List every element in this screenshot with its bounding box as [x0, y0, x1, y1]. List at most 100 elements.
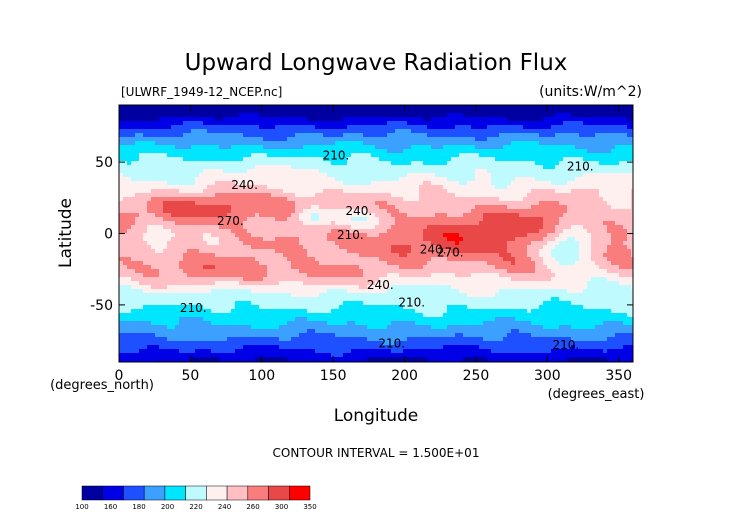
- field-cell: [123, 129, 128, 134]
- field-cell: [259, 133, 264, 138]
- field-cell: [187, 137, 192, 142]
- field-cell: [475, 181, 480, 186]
- field-cell: [363, 233, 368, 238]
- field-cell: [519, 109, 524, 114]
- field-cell: [339, 109, 344, 114]
- field-cell: [155, 257, 160, 262]
- field-cell: [435, 229, 440, 234]
- field-cell: [315, 193, 320, 198]
- field-cell: [439, 133, 444, 138]
- field-cell: [119, 197, 124, 202]
- field-cell: [255, 157, 260, 162]
- field-cell: [595, 209, 600, 214]
- field-cell: [491, 157, 496, 162]
- field-cell: [543, 145, 548, 150]
- field-cell: [163, 257, 168, 262]
- field-cell: [223, 125, 228, 130]
- field-cell: [403, 149, 408, 154]
- field-cell: [151, 161, 156, 166]
- field-cell: [547, 121, 552, 126]
- field-cell: [127, 249, 132, 254]
- field-cell: [147, 153, 152, 158]
- field-cell: [131, 105, 136, 110]
- field-cell: [479, 133, 484, 138]
- field-cell: [255, 205, 260, 210]
- field-cell: [583, 149, 588, 154]
- field-cell: [555, 213, 560, 218]
- field-cell: [255, 193, 260, 198]
- field-cell: [575, 141, 580, 146]
- field-cell: [547, 177, 552, 182]
- field-cell: [351, 157, 356, 162]
- field-cell: [139, 197, 144, 202]
- field-cell: [535, 129, 540, 134]
- field-cell: [203, 169, 208, 174]
- field-cell: [311, 105, 316, 110]
- field-cell: [307, 253, 312, 258]
- field-cell: [399, 237, 404, 242]
- field-cell: [319, 193, 324, 198]
- field-cell: [411, 189, 416, 194]
- field-cell: [295, 221, 300, 226]
- field-cell: [143, 137, 148, 142]
- field-cell: [415, 157, 420, 162]
- field-cell: [179, 233, 184, 238]
- field-cell: [151, 153, 156, 158]
- field-cell: [331, 157, 336, 162]
- field-cell: [323, 109, 328, 114]
- field-cell: [423, 185, 428, 190]
- field-cell: [487, 221, 492, 226]
- field-cell: [351, 117, 356, 122]
- field-cell: [599, 137, 604, 142]
- field-cell: [287, 141, 292, 146]
- field-cell: [383, 233, 388, 238]
- field-cell: [475, 185, 480, 190]
- field-cell: [587, 245, 592, 250]
- field-cell: [363, 121, 368, 126]
- field-cell: [583, 233, 588, 238]
- field-cell: [391, 133, 396, 138]
- field-cell: [575, 105, 580, 110]
- field-cell: [311, 225, 316, 230]
- field-cell: [475, 153, 480, 158]
- field-cell: [395, 121, 400, 126]
- field-cell: [355, 181, 360, 186]
- field-cell: [479, 241, 484, 246]
- field-cell: [287, 117, 292, 122]
- field-cell: [451, 245, 456, 250]
- field-cell: [583, 169, 588, 174]
- field-cell: [139, 165, 144, 170]
- field-cell: [271, 221, 276, 226]
- field-cell: [459, 257, 464, 262]
- field-cell: [251, 125, 256, 130]
- field-cell: [603, 117, 608, 122]
- field-cell: [247, 137, 252, 142]
- field-cell: [515, 225, 520, 230]
- field-cell: [255, 237, 260, 242]
- field-cell: [443, 225, 448, 230]
- field-cell: [175, 205, 180, 210]
- field-cell: [499, 181, 504, 186]
- field-cell: [499, 213, 504, 218]
- field-cell: [127, 165, 132, 170]
- field-cell: [387, 141, 392, 146]
- field-cell: [315, 197, 320, 202]
- field-cell: [527, 249, 532, 254]
- field-cell: [463, 217, 468, 222]
- field-cell: [519, 221, 524, 226]
- field-cell: [331, 121, 336, 126]
- field-cell: [491, 249, 496, 254]
- field-cell: [347, 133, 352, 138]
- field-cell: [391, 205, 396, 210]
- field-cell: [211, 117, 216, 122]
- field-cell: [147, 233, 152, 238]
- field-cell: [239, 113, 244, 118]
- field-cell: [563, 133, 568, 138]
- field-cell: [127, 241, 132, 246]
- field-cell: [267, 113, 272, 118]
- field-cell: [123, 233, 128, 238]
- field-cell: [583, 117, 588, 122]
- field-cell: [587, 249, 592, 254]
- field-cell: [187, 105, 192, 110]
- field-cell: [591, 237, 596, 242]
